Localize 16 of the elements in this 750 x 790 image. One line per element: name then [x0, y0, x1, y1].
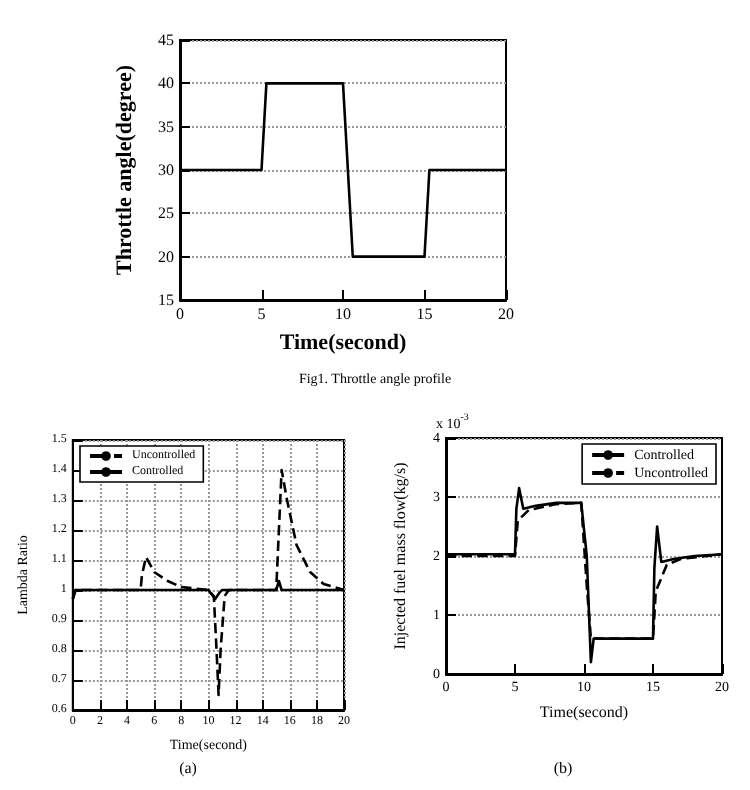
x-axis-title: Time(second): [539, 702, 629, 721]
x-tick-label: 10: [335, 305, 351, 323]
x-axis-title: Time(second): [279, 330, 408, 355]
y-axis-title: Injected fuel mass flow(kg/s): [391, 461, 409, 650]
x-tick-label: 5: [257, 305, 266, 323]
y-axis-title: Throttle angle(degree): [113, 64, 137, 275]
text: (b): [553, 759, 573, 777]
y-tick-label: 35: [158, 117, 174, 136]
y-tick-label: 40: [158, 74, 174, 93]
text: (a): [179, 759, 198, 777]
y-tick-label: 15: [158, 291, 174, 309]
x-tick-label: 20: [498, 305, 514, 323]
y-tick-label: 30: [158, 161, 174, 179]
y-tick-label: 20: [158, 247, 174, 266]
y-tick-label: 25: [158, 204, 174, 223]
y-tick-label: 45: [158, 31, 174, 49]
